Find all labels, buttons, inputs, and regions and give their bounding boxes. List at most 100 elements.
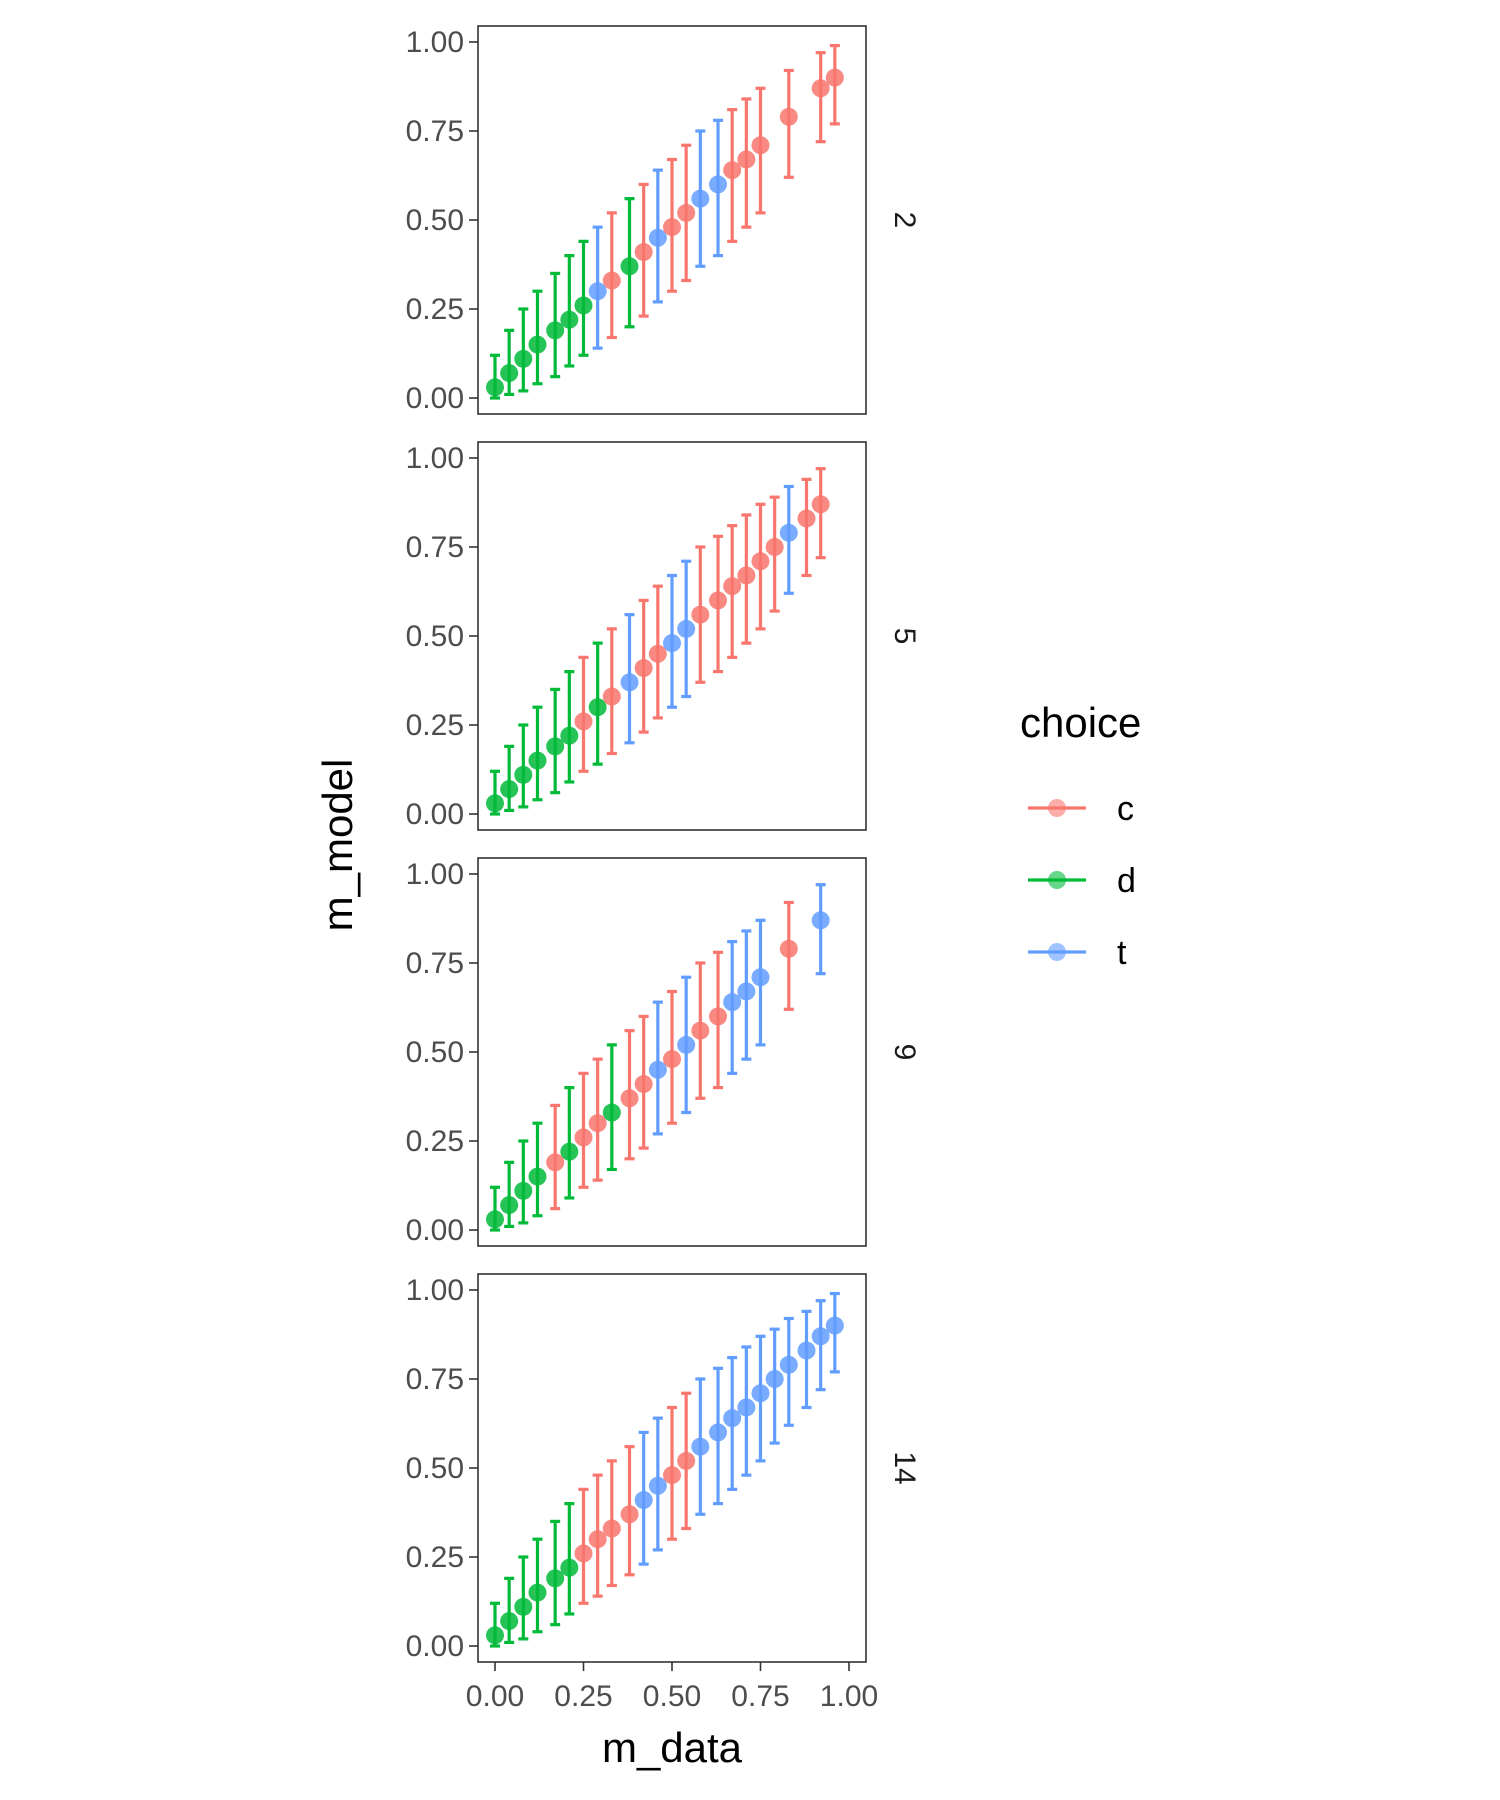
data-point: [648, 228, 667, 247]
data-point: [514, 349, 533, 368]
x-tick-label: 0.00: [466, 1680, 524, 1713]
data-point: [677, 203, 696, 222]
data-point: [574, 1544, 593, 1563]
data-point: [723, 161, 742, 180]
data-point: [574, 712, 593, 731]
series-t: [588, 118, 728, 350]
data-point: [648, 644, 667, 663]
legend-entry-t: t: [1028, 934, 1127, 972]
y-tick-label: 0.25: [406, 1541, 464, 1574]
data-point: [709, 1423, 728, 1442]
series-d: [486, 1501, 579, 1648]
facet-strip-label: 14: [888, 1451, 921, 1484]
data-point: [677, 1451, 696, 1470]
x-tick-label: 0.75: [731, 1680, 789, 1713]
data-point: [602, 687, 621, 706]
y-tick-label: 1.00: [406, 442, 464, 475]
data-point: [528, 1167, 547, 1186]
legend-entry-c: c: [1028, 790, 1134, 828]
y-tick-label: 0.50: [406, 204, 464, 237]
data-point: [620, 1089, 639, 1108]
y-tick-label: 0.00: [406, 1214, 464, 1247]
data-point: [663, 218, 681, 237]
data-point: [779, 1355, 798, 1374]
facet-panel: 0.00 0.25 0.50 0.75 1.00 9: [406, 857, 921, 1247]
data-point: [663, 1466, 681, 1485]
data-point: [737, 566, 756, 585]
data-point: [663, 1050, 681, 1069]
y-tick-label: 1.00: [406, 1274, 464, 1307]
data-point: [486, 1210, 504, 1229]
data-point: [486, 794, 504, 813]
legend-key-point: [1048, 799, 1066, 817]
data-point: [560, 1142, 579, 1161]
data-point: [648, 1476, 667, 1495]
data-point: [765, 1370, 784, 1388]
data-point: [574, 1128, 593, 1147]
data-point: [825, 1316, 844, 1335]
data-point: [751, 136, 770, 155]
y-tick-label: 0.75: [406, 531, 464, 564]
data-point: [779, 939, 798, 958]
x-tick-label: 0.50: [643, 1680, 701, 1713]
data-point: [546, 737, 565, 756]
legend-title: choice: [1020, 699, 1141, 746]
data-point: [723, 577, 742, 596]
x-tick-label: 1.00: [820, 1680, 878, 1713]
data-point: [546, 1153, 565, 1172]
y-tick-label: 0.75: [406, 1363, 464, 1396]
data-point: [588, 1530, 607, 1549]
data-point: [677, 619, 696, 638]
y-tick-label: 0.75: [406, 947, 464, 980]
x-axis: 0.00 0.25 0.50 0.75 1.00: [466, 1662, 878, 1713]
data-point: [691, 1437, 710, 1456]
data-point: [620, 257, 639, 276]
data-point: [588, 698, 607, 717]
facet-panel: 0.00 0.25 0.50 0.75 1.00 5: [406, 441, 921, 831]
data-point: [779, 107, 798, 126]
x-tick-label: 0.25: [554, 1680, 612, 1713]
data-point: [691, 1021, 710, 1040]
data-point: [486, 378, 504, 397]
y-tick-label: 0.50: [406, 620, 464, 653]
data-point: [560, 726, 579, 745]
series-d: [486, 197, 639, 400]
facets-layer: 0.00 0.25 0.50 0.75 1.00 2 0.00 0.25 0.50 0.75 1.0…: [406, 25, 921, 1663]
legend-entries: cdt: [1028, 790, 1136, 972]
data-point: [634, 1075, 653, 1094]
data-point: [797, 509, 816, 528]
data-point: [546, 321, 565, 340]
series-c: [546, 900, 798, 1211]
data-point: [723, 993, 742, 1012]
data-point: [500, 780, 519, 799]
data-point: [528, 335, 547, 354]
y-tick-label: 0.25: [406, 709, 464, 742]
data-point: [751, 1384, 770, 1403]
data-point: [677, 1035, 696, 1054]
data-point: [546, 1569, 565, 1588]
data-point: [811, 1327, 830, 1346]
y-tick-label: 0.00: [406, 382, 464, 415]
data-point: [634, 1491, 653, 1510]
data-point: [751, 552, 770, 571]
data-point: [634, 659, 653, 678]
y-tick-label: 0.25: [406, 1125, 464, 1158]
series-c: [574, 467, 830, 773]
legend-key-point: [1048, 871, 1066, 889]
data-point: [663, 634, 681, 653]
data-point: [588, 282, 607, 301]
data-point: [588, 1114, 607, 1133]
data-point: [620, 1505, 639, 1524]
series-d: [486, 1043, 621, 1232]
series-t: [634, 1291, 844, 1566]
data-point: [811, 495, 830, 514]
y-tick-label: 0.25: [406, 293, 464, 326]
data-point: [751, 968, 770, 987]
data-point: [811, 911, 830, 930]
data-point: [709, 591, 728, 610]
data-point: [514, 765, 533, 784]
y-axis-title: m_model: [314, 759, 361, 932]
facet-panel: 0.00 0.25 0.50 0.75 1.00 14: [406, 1273, 921, 1663]
legend-label: c: [1117, 790, 1134, 828]
data-point: [691, 189, 710, 208]
